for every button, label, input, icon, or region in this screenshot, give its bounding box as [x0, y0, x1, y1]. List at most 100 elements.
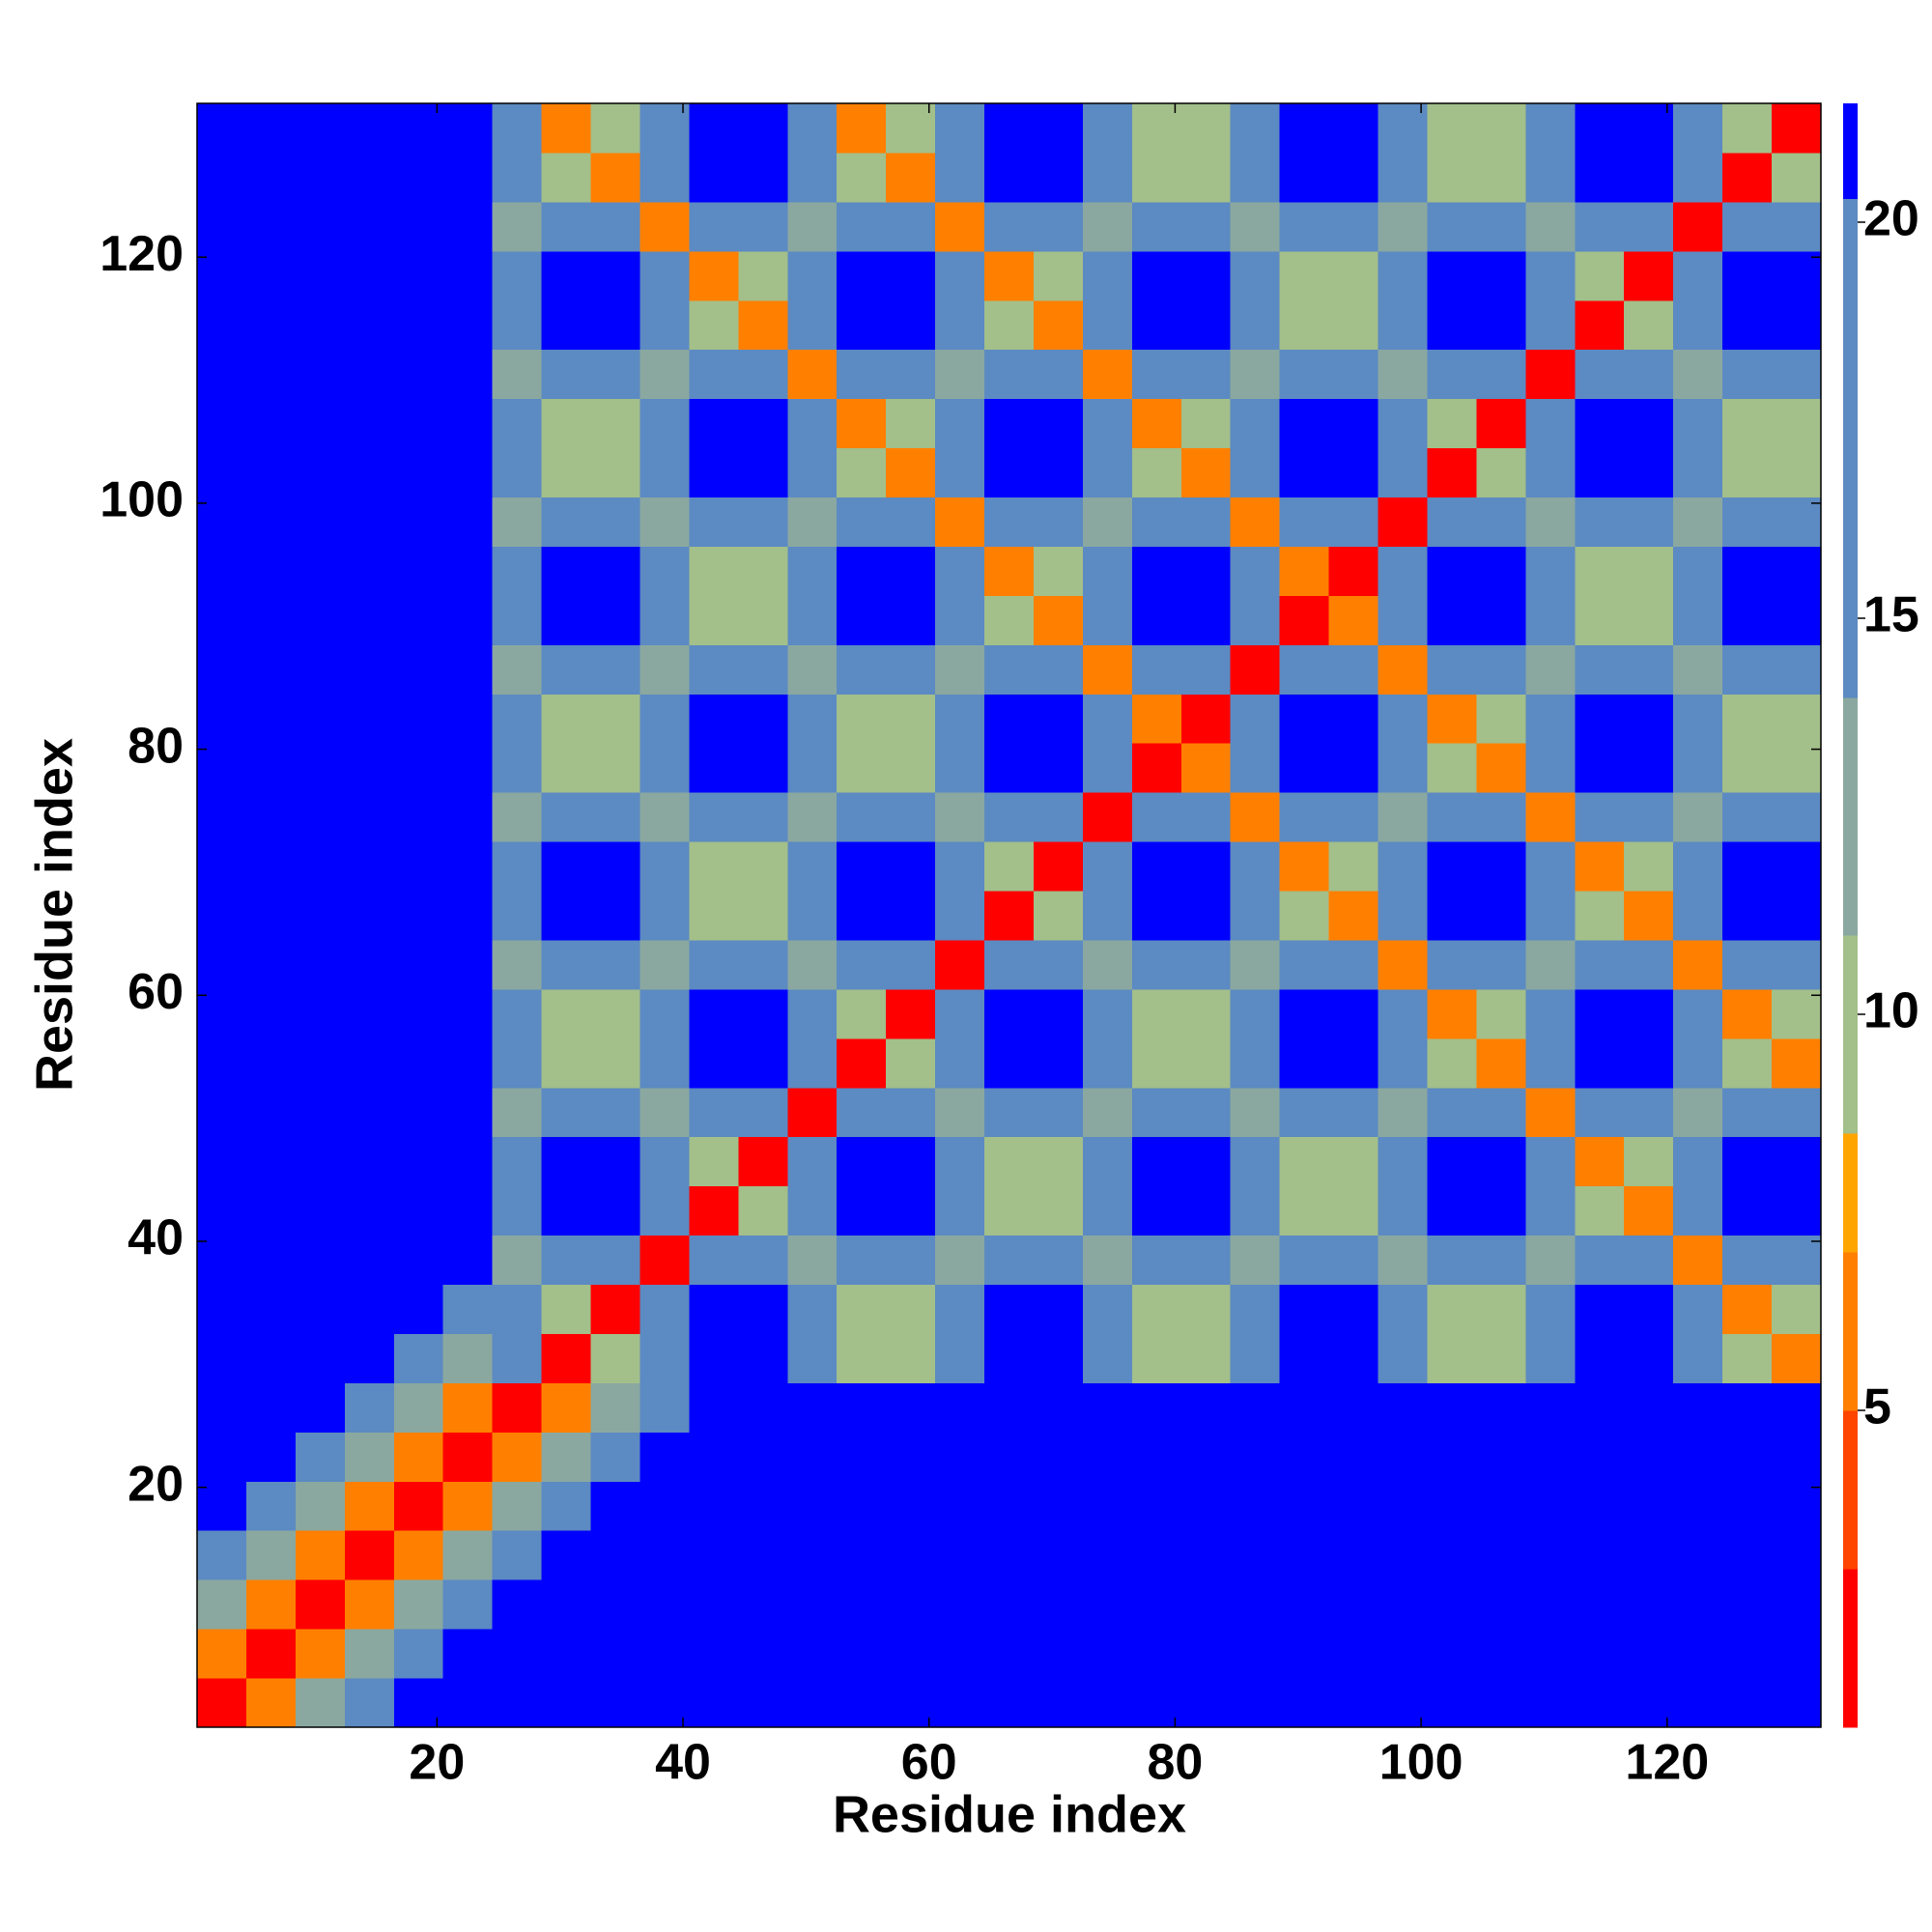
colorbar-segment: [1843, 1569, 1858, 1728]
heatmap-cell: [935, 447, 985, 498]
heatmap-cell: [1722, 1530, 1773, 1580]
heatmap-cell: [1180, 644, 1232, 695]
heatmap-cell: [1722, 250, 1773, 301]
heatmap-cell: [787, 1579, 838, 1630]
heatmap-cell: [1033, 152, 1084, 203]
heatmap-cell: [492, 743, 543, 793]
heatmap-cell: [1476, 1530, 1526, 1580]
heatmap-cell: [886, 792, 936, 842]
heatmap-cell: [1328, 644, 1379, 695]
heatmap-cell: [1180, 1629, 1232, 1679]
heatmap-cell: [1722, 1333, 1773, 1383]
heatmap-cell: [541, 398, 592, 449]
heatmap-cell: [1575, 841, 1625, 892]
heatmap-cell: [1131, 1037, 1182, 1089]
heatmap-cell: [344, 1382, 395, 1433]
heatmap-cell: [1575, 694, 1625, 744]
heatmap-cell: [492, 1382, 543, 1433]
heatmap-cell: [1476, 841, 1526, 892]
heatmap-cell: [245, 988, 297, 1039]
heatmap-cell: [442, 1629, 494, 1679]
heatmap-cell: [935, 644, 985, 695]
heatmap-cell: [1525, 595, 1576, 645]
heatmap-cell: [738, 103, 788, 154]
heatmap-cell: [1772, 1087, 1822, 1138]
heatmap-cell: [1673, 299, 1723, 351]
heatmap-cell: [1624, 201, 1674, 252]
heatmap-cell: [492, 1185, 543, 1236]
heatmap-cell: [1624, 1087, 1674, 1138]
heatmap-cell: [1328, 1037, 1379, 1089]
heatmap-cell: [245, 1136, 297, 1187]
heatmap-cell: [1279, 349, 1330, 400]
x-tick-label: 20: [409, 1735, 465, 1791]
heatmap-cell: [1525, 201, 1576, 252]
heatmap-cell: [1082, 988, 1133, 1039]
heatmap-cell: [639, 743, 690, 793]
heatmap-cell: [442, 1678, 494, 1728]
heatmap-cell: [1279, 694, 1330, 744]
heatmap-cell: [1427, 891, 1477, 941]
heatmap-cell: [787, 1037, 838, 1089]
heatmap-cell: [738, 694, 788, 744]
heatmap-cell: [738, 1087, 788, 1138]
heatmap-cell: [1575, 250, 1625, 301]
heatmap-cell: [1082, 201, 1133, 252]
heatmap-cell: [738, 1284, 788, 1334]
heatmap-cell: [935, 1185, 985, 1236]
colorbar-segment: [1843, 103, 1858, 199]
heatmap-cell: [1476, 1087, 1526, 1138]
heatmap-cell: [837, 250, 887, 301]
heatmap-cell: [1180, 250, 1232, 301]
heatmap-cell: [1673, 1629, 1723, 1679]
heatmap-cell: [1082, 1629, 1133, 1679]
heatmap-cell: [1378, 1530, 1428, 1580]
heatmap-cell: [738, 1185, 788, 1236]
heatmap-cell: [639, 1481, 690, 1531]
heatmap-cell: [590, 792, 640, 842]
heatmap-cell: [1673, 349, 1723, 400]
heatmap-cell: [787, 546, 838, 596]
heatmap-cell: [787, 1432, 838, 1482]
heatmap-cell: [689, 1481, 739, 1531]
heatmap-cell: [1230, 891, 1281, 941]
heatmap-cell: [1624, 694, 1674, 744]
heatmap-cell: [1082, 595, 1133, 645]
heatmap-cell: [1230, 201, 1281, 252]
heatmap-cell: [1180, 497, 1232, 547]
heatmap-cell: [1230, 299, 1281, 351]
heatmap-cell: [1180, 792, 1232, 842]
heatmap-cell: [1180, 841, 1232, 892]
heatmap-cell: [886, 1530, 936, 1580]
heatmap-cell: [295, 447, 346, 498]
heatmap-cell: [197, 250, 247, 301]
heatmap-cell: [689, 694, 739, 744]
heatmap-cell: [1378, 1382, 1428, 1433]
heatmap-cell: [1772, 250, 1822, 301]
heatmap-cell: [1575, 1333, 1625, 1383]
heatmap-cell: [787, 103, 838, 154]
heatmap-cell: [1476, 299, 1526, 351]
heatmap-cell: [935, 792, 985, 842]
heatmap-cell: [393, 349, 444, 400]
heatmap-cell: [1427, 1185, 1477, 1236]
heatmap-cell: [1772, 595, 1822, 645]
heatmap-cell: [935, 546, 985, 596]
heatmap-cell: [984, 1432, 1035, 1482]
heatmap-cell: [1180, 1481, 1232, 1531]
heatmap-cell: [1673, 1235, 1723, 1286]
heatmap-cell: [344, 595, 395, 645]
heatmap-cell: [837, 1284, 887, 1334]
heatmap-cell: [1378, 299, 1428, 351]
heatmap-cell: [1279, 1087, 1330, 1138]
heatmap-cell: [1722, 546, 1773, 596]
heatmap-cell: [1378, 250, 1428, 301]
heatmap-cell: [738, 1432, 788, 1482]
heatmap-cell: [1722, 103, 1773, 154]
heatmap-cell: [492, 1579, 543, 1630]
heatmap-cell: [1476, 694, 1526, 744]
heatmap-cell: [197, 743, 247, 793]
heatmap-cell: [886, 1087, 936, 1138]
heatmap-cell: [1279, 398, 1330, 449]
heatmap-cell: [1476, 1432, 1526, 1482]
